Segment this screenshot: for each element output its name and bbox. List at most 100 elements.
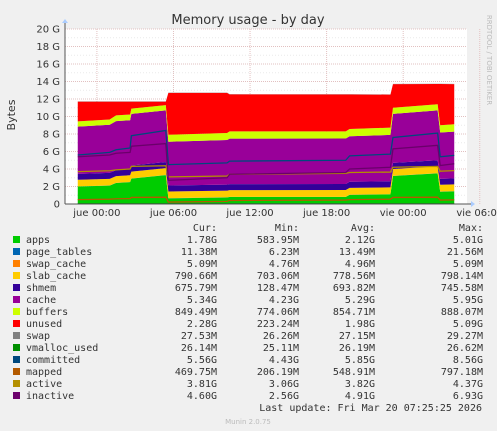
y-axis-arrow	[62, 19, 68, 23]
y-tick-label-0: 0	[54, 200, 60, 211]
y-tick-label-8: 16 G	[36, 60, 60, 71]
legend-value-committed-cur: 5.56G	[187, 355, 217, 366]
legend-value-swap-cache-min: 4.76M	[269, 259, 299, 270]
legend-swatch-committed	[13, 356, 20, 363]
y-axis-label: Bytes	[5, 99, 18, 130]
legend-value-page-tables-max: 21.56M	[447, 247, 483, 258]
legend-name-page-tables: page_tables	[26, 247, 92, 258]
line-inactive	[77, 142, 455, 182]
legend-value-cache-min: 4.23G	[269, 295, 299, 306]
legend-value-apps-min: 583.95M	[257, 235, 299, 246]
legend-value-cache-cur: 5.34G	[187, 295, 217, 306]
legend-table: Cur: Min: Avg: Max: apps 1.78G 583.95M 2.12G 5.0…	[13, 223, 483, 402]
legend-name-active: active	[26, 379, 62, 390]
legend-swatch-shmem	[13, 284, 20, 291]
legend-header-max: Max:	[459, 223, 483, 234]
legend-value-inactive-avg: 4.91G	[345, 391, 375, 402]
legend-name-shmem: shmem	[26, 283, 56, 294]
x-tick-label-1: jue 06:00	[149, 208, 197, 219]
legend-value-active-avg: 3.82G	[345, 379, 375, 390]
legend-value-slab-cache-avg: 778.56M	[333, 271, 375, 282]
x-tick-label-5: vie 06:00	[456, 208, 497, 219]
legend-swatch-swap-cache	[13, 260, 20, 267]
legend-swatch-unused	[13, 320, 20, 327]
line-mapped	[77, 196, 455, 203]
legend-value-buffers-avg: 854.71M	[333, 307, 375, 318]
legend-value-buffers-cur: 849.49M	[175, 307, 217, 318]
legend-value-mapped-min: 206.19M	[257, 367, 299, 378]
y-tick-label-10: 20 G	[36, 25, 60, 36]
y-tick-label-9: 18 G	[36, 42, 60, 53]
legend-value-shmem-min: 128.47M	[257, 283, 299, 294]
munin-version: Munin 2.0.75	[225, 418, 271, 426]
legend-swatch-buffers	[13, 308, 20, 315]
legend-name-apps: apps	[26, 235, 50, 246]
last-update: Last update: Fri Mar 20 07:25:25 2026	[259, 403, 482, 414]
y-tick-label-4: 8 G	[43, 130, 60, 141]
legend-swatch-swap	[13, 332, 20, 339]
legend-value-vmalloc-used-avg: 26.19M	[339, 343, 375, 354]
legend-value-inactive-min: 2.56G	[269, 391, 299, 402]
legend-name-mapped: mapped	[26, 367, 62, 378]
legend-value-page-tables-min: 6.23M	[269, 247, 299, 258]
legend-value-swap-avg: 27.15M	[339, 331, 375, 342]
legend-swatch-vmalloc-used	[13, 344, 20, 351]
y-tick-label-7: 14 G	[36, 77, 60, 88]
rrdtool-side-label: RRDTOOL / TOBI OETIKER	[485, 15, 493, 105]
legend-value-vmalloc-used-min: 25.11M	[263, 343, 299, 354]
legend-value-swap-cache-avg: 4.96M	[345, 259, 375, 270]
legend-value-shmem-avg: 693.82M	[333, 283, 375, 294]
legend-value-inactive-cur: 4.60G	[187, 391, 217, 402]
area-cache	[77, 110, 455, 186]
legend-name-vmalloc-used: vmalloc_used	[26, 343, 98, 354]
legend-value-committed-min: 4.43G	[269, 355, 299, 366]
legend-value-mapped-cur: 469.75M	[175, 367, 217, 378]
legend-name-buffers: buffers	[26, 307, 68, 318]
legend-value-apps-cur: 1.78G	[187, 235, 217, 246]
legend-value-committed-avg: 5.85G	[345, 355, 375, 366]
legend-swatch-inactive	[13, 392, 20, 399]
legend-value-shmem-cur: 675.79M	[175, 283, 217, 294]
legend-value-swap-max: 29.27M	[447, 331, 483, 342]
legend-value-shmem-max: 745.58M	[441, 283, 483, 294]
area-apps	[77, 173, 455, 204]
legend-swatch-apps	[13, 236, 20, 243]
legend-value-swap-min: 26.26M	[263, 331, 299, 342]
x-tick-label-2: jue 12:00	[225, 208, 273, 219]
legend-value-unused-avg: 1.98G	[345, 319, 375, 330]
legend-name-inactive: inactive	[26, 391, 74, 402]
legend-value-active-min: 3.06G	[269, 379, 299, 390]
legend-value-active-cur: 3.81G	[187, 379, 217, 390]
legend-value-committed-max: 8.56G	[453, 355, 483, 366]
y-tick-label-1: 2 G	[43, 182, 60, 193]
stacked-areas	[77, 83, 455, 204]
legend-value-swap-cache-cur: 5.09M	[187, 259, 217, 270]
legend-value-vmalloc-used-max: 26.62M	[447, 343, 483, 354]
legend-swatch-page-tables	[13, 248, 20, 255]
x-tick-label-0: jue 00:00	[72, 208, 120, 219]
legend-value-page-tables-cur: 11.38M	[181, 247, 217, 258]
legend-name-cache: cache	[26, 295, 56, 306]
area-slab-cache	[77, 166, 455, 199]
legend-name-unused: unused	[26, 319, 62, 330]
legend-header-cur: Cur:	[193, 223, 217, 234]
y-tick-label-3: 6 G	[43, 147, 60, 158]
legend-value-slab-cache-cur: 790.66M	[175, 271, 217, 282]
legend-swatch-active	[13, 380, 20, 387]
legend-value-apps-max: 5.01G	[453, 235, 483, 246]
x-tick-label-3: jue 18:00	[302, 208, 350, 219]
legend-swatch-mapped	[13, 368, 20, 375]
y-tick-label-5: 10 G	[36, 112, 60, 123]
legend-swatch-cache	[13, 296, 20, 303]
legend-value-cache-max: 5.95G	[453, 295, 483, 306]
legend-name-committed: committed	[26, 355, 80, 366]
legend-value-unused-min: 223.24M	[257, 319, 299, 330]
legend-value-page-tables-avg: 13.49M	[339, 247, 375, 258]
legend-value-swap-cache-max: 5.09M	[453, 259, 483, 270]
legend-value-unused-max: 5.09G	[453, 319, 483, 330]
line-committed	[77, 129, 455, 166]
legend-value-cache-avg: 5.29G	[345, 295, 375, 306]
y-tick-label-2: 4 G	[43, 165, 60, 176]
legend-value-vmalloc-used-cur: 26.14M	[181, 343, 217, 354]
